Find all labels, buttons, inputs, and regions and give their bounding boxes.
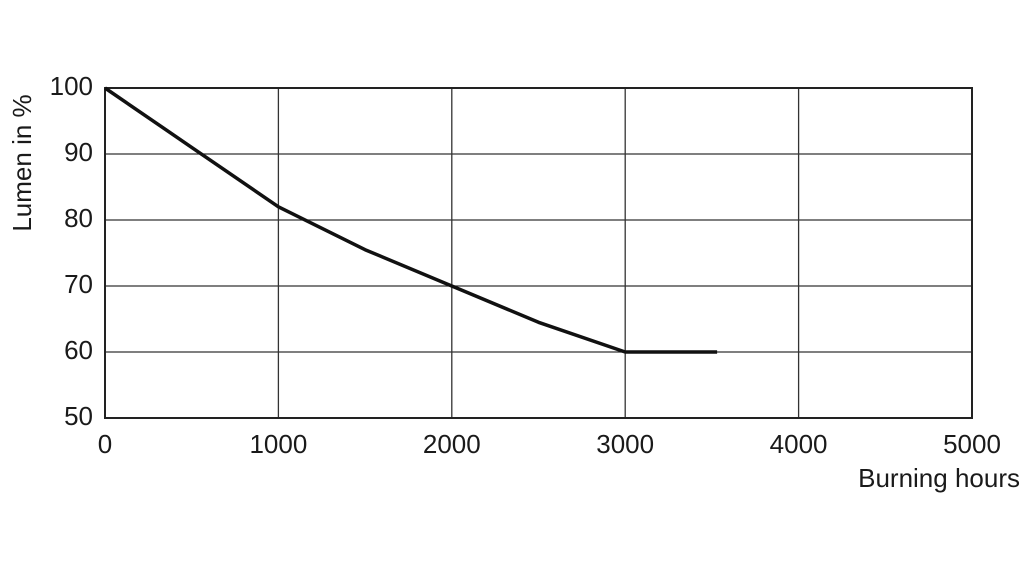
x-tick-label: 5000 [943, 429, 1001, 459]
x-tick-label: 2000 [423, 429, 481, 459]
plot-frame [104, 87, 973, 419]
x-tick-label: 4000 [770, 429, 828, 459]
x-tick-label: 3000 [596, 429, 654, 459]
data-line [104, 86, 718, 354]
y-tick-label: 90 [64, 137, 93, 167]
y-tick-label: 60 [64, 335, 93, 365]
y-tick-label: 70 [64, 269, 93, 299]
y-axis-label: Lumen in % [7, 94, 37, 231]
y-tick-label: 80 [64, 203, 93, 233]
y-tick-label: 100 [50, 71, 93, 101]
y-tick-label: 50 [64, 401, 93, 431]
x-axis-label: Burning hours [858, 463, 1020, 493]
x-tick-label: 0 [98, 429, 112, 459]
x-tick-label: 1000 [249, 429, 307, 459]
